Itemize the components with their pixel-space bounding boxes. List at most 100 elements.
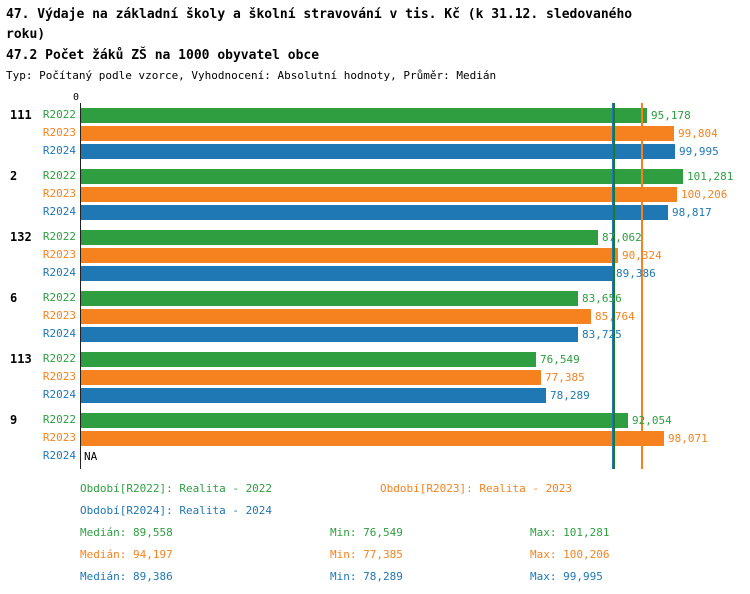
bar-row: R2023 98,071 xyxy=(43,429,750,447)
bar-row: R2024 99,995 xyxy=(43,142,750,160)
bar-value-label: 99,995 xyxy=(679,144,719,158)
bar-r2023 xyxy=(80,430,664,446)
stat-max-r2024: Max: 99,995 xyxy=(530,570,603,584)
bar-row: R2024 NA xyxy=(43,447,750,465)
stat-median-r2024: Medián: 89,386 xyxy=(80,570,173,584)
bar-group: 111 R2022 95,178 R2023 99,804 R2024 99,995 xyxy=(0,106,750,167)
median-line-r2022 xyxy=(613,103,615,470)
group-label: 9 xyxy=(10,413,18,428)
bar-value-label: 89,386 xyxy=(616,266,656,280)
stats-row-r2024: Medián: 89,386 Min: 78,289 Max: 99,995 xyxy=(80,566,750,588)
bar-value-label: 90,324 xyxy=(622,248,662,262)
legend-entry-r2022: Období[R2022]: Realita - 2022 xyxy=(80,482,273,496)
bar-group: 2 R2022 101,281 R2023 100,206 R2024 98,817 xyxy=(0,167,750,228)
bar-row: R2022 101,281 xyxy=(43,167,750,185)
bar-row: R2022 87,062 xyxy=(43,228,750,246)
series-tick-label: R2023 xyxy=(42,431,76,445)
stat-min-r2022: Min: 76,549 xyxy=(330,526,403,540)
bar-value-label: 98,071 xyxy=(668,431,708,445)
series-tick-label: R2024 xyxy=(42,205,76,219)
bar-value-label: 100,206 xyxy=(681,187,728,201)
bar-value-label: 98,817 xyxy=(672,205,712,219)
bar-row: R2022 95,178 xyxy=(43,106,750,124)
bar-row: R2022 92,054 xyxy=(43,411,750,429)
legend-row-2: Období[R2024]: Realita - 2024 xyxy=(80,500,750,522)
bar-row: R2024 78,289 xyxy=(43,386,750,404)
bar-row: R2024 83,725 xyxy=(43,325,750,343)
bar-row: R2022 83,656 xyxy=(43,289,750,307)
series-tick-label: R2022 xyxy=(42,108,76,122)
legend-and-stats: Období[R2022]: Realita - 2022 Období[R20… xyxy=(0,478,750,588)
bar-value-label: 85,764 xyxy=(595,309,635,323)
group-label: 2 xyxy=(10,169,18,184)
legend-entry-r2023: Období[R2023]: Realita - 2023 xyxy=(380,482,573,496)
chart-meta-line: Typ: Počítaný podle vzorce, Vyhodnocení:… xyxy=(6,69,497,83)
legend-entry-r2024: Období[R2024]: Realita - 2024 xyxy=(80,504,273,518)
series-tick-label: R2022 xyxy=(42,352,76,366)
bar-r2024 xyxy=(80,387,546,403)
bar-r2022 xyxy=(80,229,598,245)
bar-value-label: 83,725 xyxy=(582,327,622,341)
stat-min-r2024: Min: 78,289 xyxy=(330,570,403,584)
series-tick-label: R2022 xyxy=(42,169,76,183)
bar-r2022 xyxy=(80,168,683,184)
y-axis-line xyxy=(80,103,81,470)
chart-subtitle: 47.2 Počet žáků ZŠ na 1000 obyvatel obce xyxy=(6,48,320,64)
bar-row: R2022 76,549 xyxy=(43,350,750,368)
stats-row-r2022: Medián: 89,558 Min: 76,549 Max: 101,281 xyxy=(80,522,750,544)
bar-value-label: 99,804 xyxy=(678,126,718,140)
bar-row: R2023 77,385 xyxy=(43,368,750,386)
stat-min-r2023: Min: 77,385 xyxy=(330,548,403,562)
series-tick-label: R2023 xyxy=(42,248,76,262)
bar-r2022 xyxy=(80,351,536,367)
series-tick-label: R2024 xyxy=(42,144,76,158)
bar-value-label: 78,289 xyxy=(550,388,590,402)
stat-median-r2022: Medián: 89,558 xyxy=(80,526,173,540)
series-tick-label: R2023 xyxy=(42,187,76,201)
stat-median-r2023: Medián: 94,197 xyxy=(80,548,173,562)
bar-r2024 xyxy=(80,265,612,281)
chart-header: 47. Výdaje na základní školy a školní st… xyxy=(0,0,750,82)
bar-value-label: 95,178 xyxy=(651,108,691,122)
bar-group: 113 R2022 76,549 R2023 77,385 R2024 78,289 xyxy=(0,350,750,411)
bar-r2024 xyxy=(80,143,675,159)
bar-r2023 xyxy=(80,186,677,202)
chart-title: 47. Výdaje na základní školy a školní st… xyxy=(6,7,633,43)
bar-r2023 xyxy=(80,125,674,141)
series-tick-label: R2024 xyxy=(42,327,76,341)
bar-value-label: 92,054 xyxy=(632,413,672,427)
bar-row: R2023 100,206 xyxy=(43,185,750,203)
bar-r2022 xyxy=(80,412,628,428)
stats-row-r2023: Medián: 94,197 Min: 77,385 Max: 100,206 xyxy=(80,544,750,566)
stat-max-r2023: Max: 100,206 xyxy=(530,548,610,562)
bar-group: 9 R2022 92,054 R2023 98,071 R2024 NA xyxy=(0,411,750,472)
bar-row: R2024 89,386 xyxy=(43,264,750,282)
stat-max-r2022: Max: 101,281 xyxy=(530,526,610,540)
bar-row: R2023 99,804 xyxy=(43,124,750,142)
median-line-r2023 xyxy=(641,103,643,470)
series-tick-label: R2023 xyxy=(42,309,76,323)
bar-r2023 xyxy=(80,369,541,385)
series-tick-label: R2024 xyxy=(42,449,76,463)
bar-r2024 xyxy=(80,204,668,220)
bar-value-label: NA xyxy=(84,449,98,463)
series-tick-label: R2022 xyxy=(42,413,76,427)
legend-row-1: Období[R2022]: Realita - 2022 Období[R20… xyxy=(80,478,750,500)
series-tick-label: R2024 xyxy=(42,266,76,280)
x-axis-zero-tick-label: 0 xyxy=(72,92,80,104)
series-tick-label: R2022 xyxy=(42,291,76,305)
bar-group: 132 R2022 87,062 R2023 90,324 R2024 89,386 xyxy=(0,228,750,289)
bar-value-label: 101,281 xyxy=(687,169,734,183)
series-tick-label: R2023 xyxy=(42,126,76,140)
bar-value-label: 76,549 xyxy=(540,352,580,366)
bar-r2022 xyxy=(80,290,578,306)
series-tick-label: R2023 xyxy=(42,370,76,384)
series-tick-label: R2022 xyxy=(42,230,76,244)
group-label: 111 xyxy=(10,108,32,123)
bar-row: R2023 85,764 xyxy=(43,307,750,325)
grouped-bar-chart: 0 111 R2022 95,178 R2023 99,804 R2024 99,995 2 R… xyxy=(0,90,750,472)
bar-r2023 xyxy=(80,308,591,324)
bar-value-label: 83,656 xyxy=(582,291,622,305)
bar-row: R2023 90,324 xyxy=(43,246,750,264)
